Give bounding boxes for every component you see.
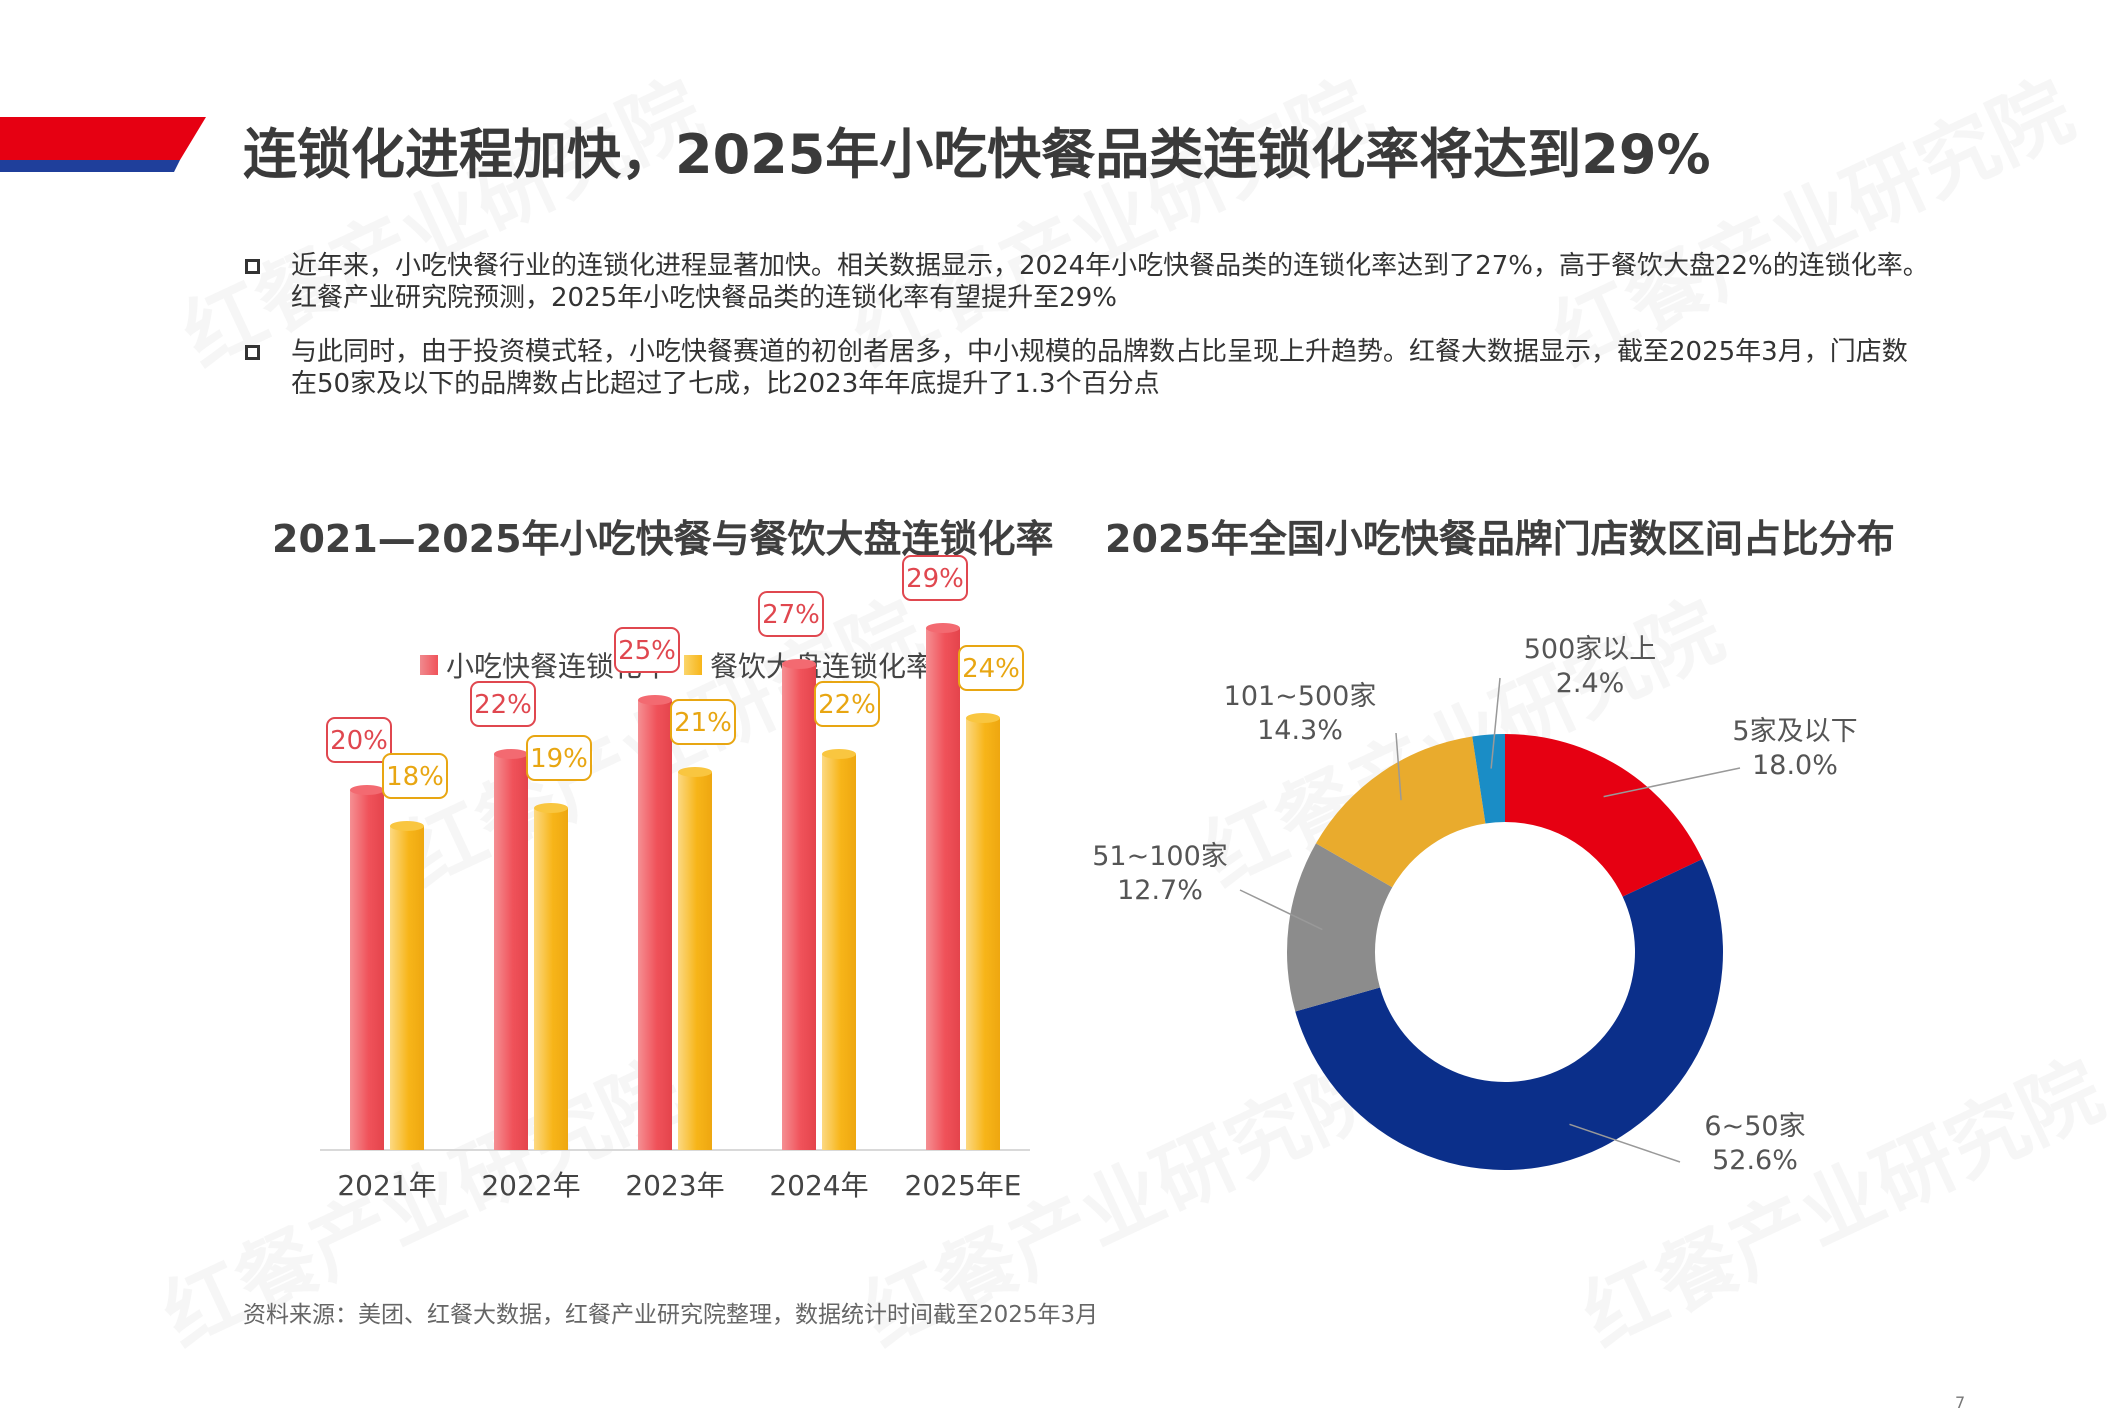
pie-slice-label: 5家及以下	[1732, 716, 1857, 747]
pie-chart-title: 2025年全国小吃快餐品牌门店数区间占比分布	[1105, 517, 1895, 561]
x-tick-label: 2021年	[337, 1169, 436, 1202]
data-label: 24%	[962, 654, 1020, 684]
data-label-box	[382, 753, 448, 799]
bar-catering-overall	[822, 754, 856, 1150]
data-label-box	[614, 627, 680, 673]
bar-cap	[390, 821, 424, 831]
bullet-item: 近年来，小吃快餐行业的连锁化进程显著加快。相关数据显示，2024年小吃快餐品类的…	[243, 250, 1933, 314]
bar-cap	[782, 659, 816, 669]
leader-line	[1239, 889, 1323, 931]
source-note: 资料来源：美团、红餐大数据，红餐产业研究院整理，数据统计时间截至2025年3月	[243, 1302, 1099, 1328]
bullet-text: 与此同时，由于投资模式轻，小吃快餐赛道的初创者居多，中小规模的品牌数占比呈现上升…	[291, 337, 1908, 399]
bar-cap	[926, 623, 960, 633]
bar-cap	[350, 785, 384, 795]
data-label: 22%	[474, 690, 532, 720]
bar-cap	[494, 749, 528, 759]
leader-line	[1569, 1123, 1681, 1163]
bar-chart-title: 2021—2025年小吃快餐与餐饮大盘连锁化率	[272, 517, 1054, 561]
accent-red-stripe	[0, 117, 206, 160]
bar-catering-overall	[678, 772, 712, 1150]
pie-slice-label: 500家以上	[1524, 634, 1657, 665]
bar-catering-overall	[534, 808, 568, 1150]
bullet-text: 近年来，小吃快餐行业的连锁化进程显著加快。相关数据显示，2024年小吃快餐品类的…	[291, 251, 1929, 313]
bar-snack-fastfood	[782, 664, 816, 1150]
bullet-square-icon	[245, 345, 260, 360]
pie-slice-value: 12.7%	[1117, 875, 1203, 906]
bar-snack-fastfood	[638, 700, 672, 1150]
data-label-box	[470, 681, 536, 727]
pie-slice-label: 51~100家	[1092, 841, 1228, 872]
pie-slice	[1295, 859, 1723, 1170]
x-tick-label: 2023年	[625, 1169, 724, 1202]
bar-catering-overall	[390, 826, 424, 1150]
bar-snack-fastfood	[350, 790, 384, 1150]
data-label: 27%	[762, 600, 820, 630]
pie-slice-value: 18.0%	[1752, 750, 1838, 781]
data-label-box	[958, 645, 1024, 691]
legend-swatch-red	[420, 655, 438, 675]
data-label: 21%	[674, 708, 732, 738]
pie-slice-label: 6~50家	[1704, 1111, 1805, 1142]
page-number: 7	[1955, 1393, 1966, 1412]
pie-slice	[1472, 734, 1505, 824]
x-tick-label: 2022年	[481, 1169, 580, 1202]
bar-cap	[678, 767, 712, 777]
data-label: 25%	[618, 636, 676, 666]
pie-slice-value: 2.4%	[1556, 668, 1625, 699]
legend-item: 餐饮大盘连锁化率	[684, 645, 934, 685]
accent-blue-stripe	[0, 160, 180, 172]
pie-slice	[1505, 734, 1703, 897]
x-tick-label: 2025年E	[905, 1169, 1022, 1202]
pie-slice	[1315, 736, 1486, 888]
data-label-box	[902, 555, 968, 601]
data-label: 18%	[386, 762, 444, 792]
data-label-box	[526, 735, 592, 781]
legend-swatch-yellow	[684, 655, 703, 675]
x-tick-label: 2024年	[769, 1169, 868, 1202]
data-label-box	[670, 699, 736, 745]
pie-slice-value: 52.6%	[1712, 1145, 1798, 1176]
data-label: 19%	[530, 744, 588, 774]
bar-cap	[638, 695, 672, 705]
bullet-list: 近年来，小吃快餐行业的连锁化进程显著加快。相关数据显示，2024年小吃快餐品类的…	[243, 250, 1933, 422]
bullet-square-icon	[245, 259, 260, 274]
leader-line	[1603, 767, 1741, 798]
data-label: 20%	[330, 726, 388, 756]
data-label-box	[326, 717, 392, 763]
data-label: 22%	[818, 690, 876, 720]
data-label-box	[758, 591, 824, 637]
bar-cap	[534, 803, 568, 813]
bullet-item: 与此同时，由于投资模式轻，小吃快餐赛道的初创者居多，中小规模的品牌数占比呈现上升…	[243, 336, 1933, 400]
data-label-box	[814, 681, 880, 727]
pie-slice-label: 101~500家	[1224, 681, 1377, 712]
legend-label: 餐饮大盘连锁化率	[710, 650, 935, 683]
page-title: 连锁化进程加快，2025年小吃快餐品类连锁化率将达到29%	[243, 123, 1711, 186]
leader-line	[1490, 677, 1501, 769]
bar-snack-fastfood	[926, 628, 960, 1150]
data-label: 29%	[906, 564, 964, 594]
bar-cap	[822, 749, 856, 759]
bar-catering-overall	[966, 718, 1000, 1150]
pie-slice	[1287, 843, 1393, 1012]
header-accent-bar	[0, 117, 206, 172]
bar-snack-fastfood	[494, 754, 528, 1150]
bar-cap	[966, 713, 1000, 723]
leader-line	[1395, 732, 1402, 801]
pie-slice-value: 14.3%	[1257, 715, 1343, 746]
